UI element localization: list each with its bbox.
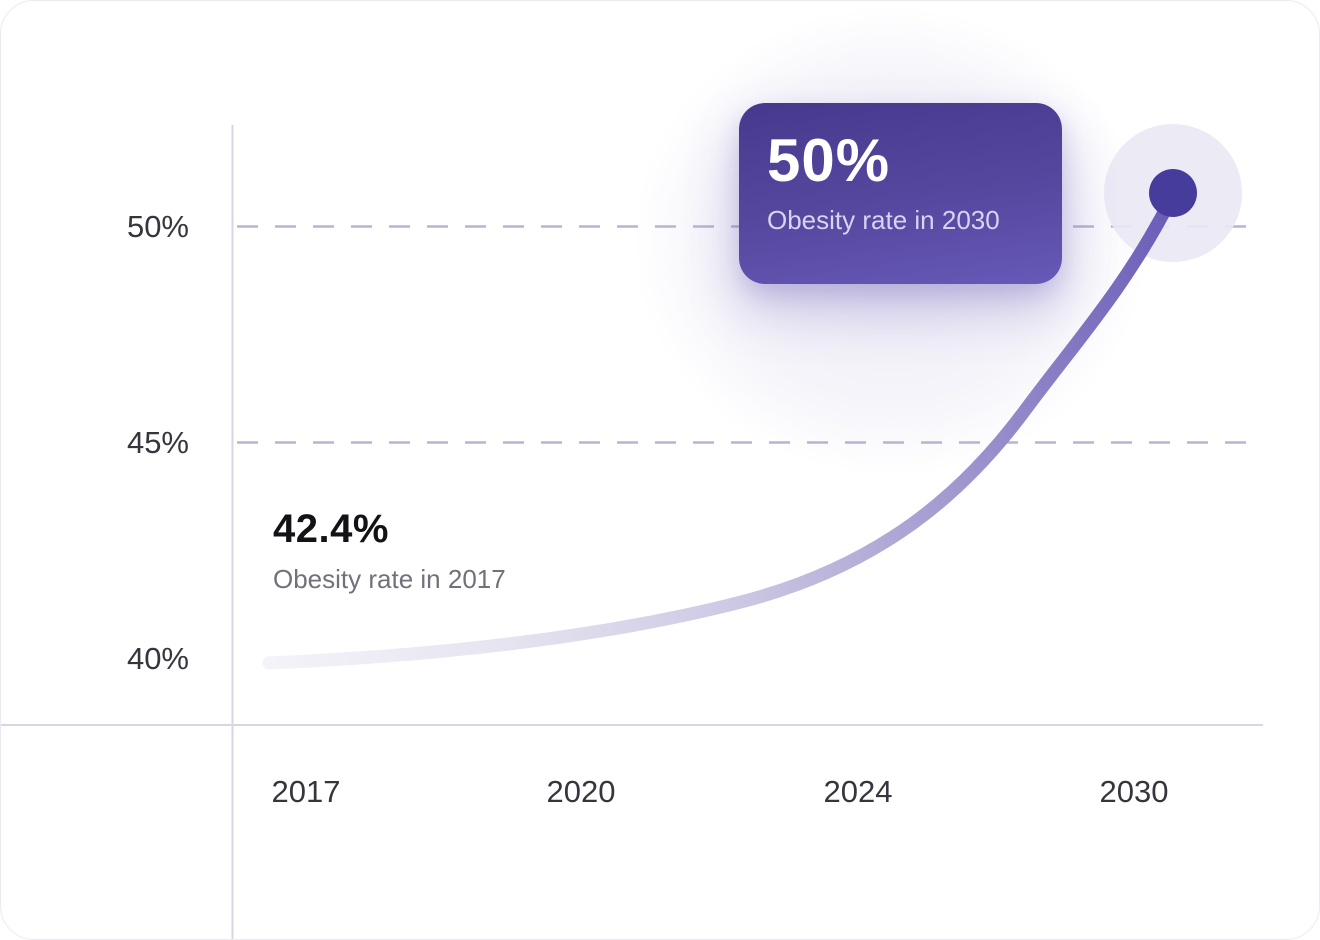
x-tick-2017: 2017 — [271, 774, 341, 809]
tooltip-value: 50% — [767, 127, 891, 194]
x-tick-2030: 2030 — [1099, 774, 1169, 809]
y-tick-45: 45% — [126, 425, 189, 460]
trend-curve — [262, 192, 1178, 670]
start-annotation: 42.4% Obesity rate in 2017 — [273, 506, 506, 594]
endpoint-dot[interactable] — [1149, 169, 1197, 217]
start-annotation-value: 42.4% — [273, 507, 389, 551]
tooltip-2030: 50% Obesity rate in 2030 — [739, 103, 1062, 284]
y-tick-40: 40% — [126, 641, 189, 676]
x-tick-2024: 2024 — [823, 774, 893, 809]
tooltip-label: Obesity rate in 2030 — [767, 205, 1000, 235]
x-tick-2020: 2020 — [546, 774, 616, 809]
y-tick-50: 50% — [126, 209, 189, 244]
start-annotation-label: Obesity rate in 2017 — [273, 564, 506, 594]
